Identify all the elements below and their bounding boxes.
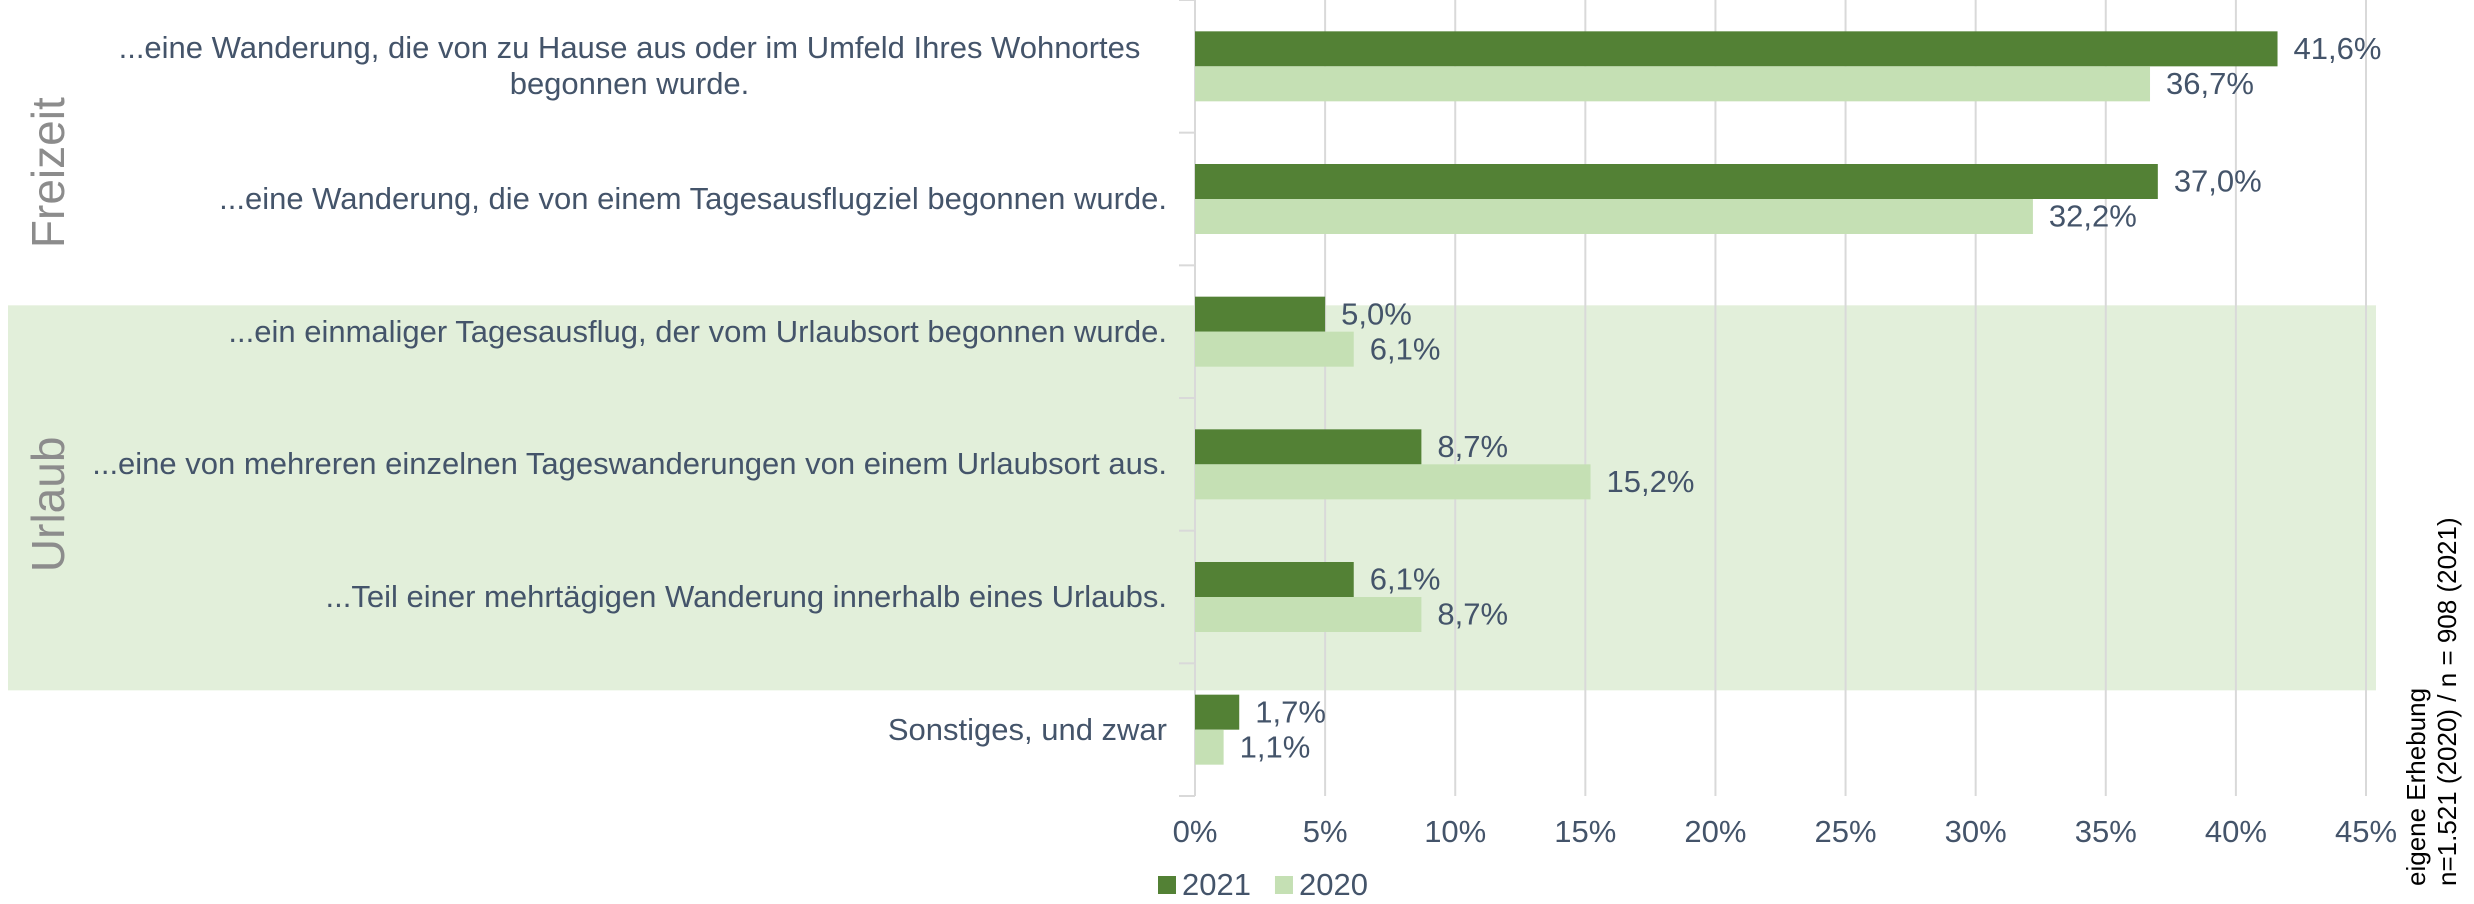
x-tick-label: 15%: [1554, 814, 1616, 849]
bar: [1195, 694, 1240, 730]
y-tick-label: ...Teil einer mehrtägigen Wanderung inne…: [325, 578, 1168, 614]
category-label-box: ...eine Wanderung, die von zu Hause aus …: [92, 0, 1167, 133]
category-label-box: Sonstiges, und zwar: [888, 663, 1167, 796]
note: n=1.521 (2020) / n = 908 (2021): [2432, 517, 2462, 886]
value-label: 36,7%: [2166, 66, 2254, 101]
x-tick-label: 30%: [1945, 814, 2007, 849]
legend-label: 2021: [1182, 867, 1251, 902]
y-tick-label: Sonstiges, und zwar: [887, 711, 1167, 747]
bar: [1195, 729, 1224, 765]
x-tick-label: 25%: [1815, 814, 1877, 849]
x-tick-label: 10%: [1424, 814, 1486, 849]
group-label: Urlaub: [22, 437, 74, 573]
bar: [1195, 296, 1326, 332]
legend-swatch: [1274, 876, 1293, 894]
y-tick-label: ...eine von mehreren einzelnen Tageswand…: [92, 446, 1167, 482]
x-tick-label: 20%: [1684, 814, 1746, 849]
y-tick-label: ...eine Wanderung, die von einem Tagesau…: [219, 180, 1167, 216]
value-label: 32,2%: [2049, 199, 2137, 234]
bar: [1195, 331, 1354, 367]
category-label-box: ...Teil einer mehrtägigen Wanderung inne…: [326, 531, 1168, 664]
category-label-box: ...ein einmaliger Tagesausflug, der vom …: [228, 265, 1167, 398]
value-label: 6,1%: [1370, 331, 1441, 366]
value-label: 41,6%: [2294, 31, 2382, 66]
y-tick-label: ...ein einmaliger Tagesausflug, der vom …: [228, 313, 1167, 349]
note: eigene Erhebung: [2401, 688, 2431, 886]
legend-label: 2020: [1299, 867, 1368, 902]
x-tick-label: 0%: [1173, 814, 1218, 849]
value-label: 1,7%: [1255, 694, 1326, 729]
value-label: 5,0%: [1341, 296, 1412, 331]
bar: [1195, 464, 1591, 500]
value-label: 6,1%: [1370, 562, 1441, 597]
x-tick-label: 40%: [2205, 814, 2267, 849]
group-label: Freizeit: [22, 97, 74, 248]
bar: [1195, 597, 1422, 632]
value-label: 8,7%: [1437, 429, 1508, 464]
x-tick-label: 35%: [2075, 814, 2137, 849]
bar: [1195, 31, 2278, 67]
bar: [1195, 429, 1422, 465]
bar: [1195, 164, 2158, 199]
bar: [1195, 199, 2033, 234]
bar: [1195, 562, 1354, 597]
group-band: [8, 305, 2376, 691]
value-label: 37,0%: [2174, 164, 2262, 199]
x-tick-label: 5%: [1303, 814, 1348, 849]
bar: [1195, 66, 2151, 102]
value-label: 8,7%: [1437, 597, 1508, 632]
value-label: 15,2%: [1607, 464, 1695, 499]
x-tick-label: 45%: [2335, 814, 2397, 849]
category-label-box: ...eine von mehreren einzelnen Tageswand…: [92, 398, 1167, 531]
category-label-box: ...eine Wanderung, die von einem Tagesau…: [219, 133, 1167, 266]
legend-swatch: [1158, 876, 1176, 894]
y-tick-label: ...eine Wanderung, die von zu Hause aus …: [118, 30, 1141, 102]
value-label: 1,1%: [1240, 729, 1311, 764]
